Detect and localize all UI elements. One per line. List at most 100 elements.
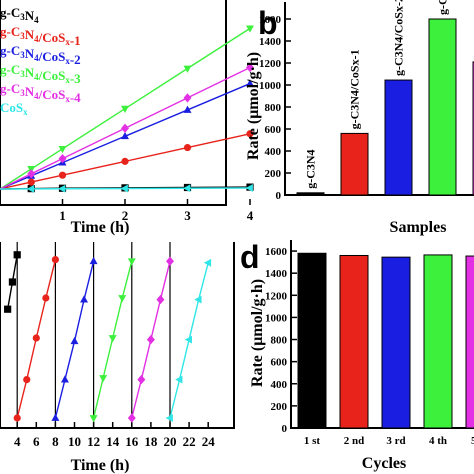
panel-c-data-point	[166, 256, 174, 266]
panel-c-axes	[0, 242, 235, 429]
panel-c-data-point	[99, 375, 108, 383]
panel-a-legend: g-C3N4g-C3N4/CoSx-1g-C3N4/CoSx-2g-C3N4/C…	[0, 5, 81, 117]
panel-d-bar	[339, 254, 369, 429]
panel-c-line-chart: 4 6 8 10 12 14 16 18 20 22 24 Time (h)	[0, 242, 235, 474]
panel-d-y-tick-label: 400	[271, 379, 288, 391]
panel-a-data-point	[58, 153, 67, 164]
panel-a-legend-text-part: -4	[70, 90, 81, 105]
panel-a-legend-text-part: CoS	[0, 100, 23, 115]
panel-a-legend-text-part: x	[65, 75, 70, 85]
panel-a-legend-text-part: 4	[34, 91, 39, 101]
panel-a-legend-text-part: g-C	[0, 43, 20, 58]
panel-b-bar-label: g-C3N4/CoSx-2	[392, 0, 406, 76]
panel-a-legend-text-part: N	[25, 84, 35, 99]
panel-d-y-axis-label: Rate (μmol/g·h)	[249, 279, 266, 387]
panel-d-x-tick-label: 4 th	[429, 435, 447, 447]
panel-b-bar-label: g-C3N4	[304, 149, 318, 188]
panel-a-legend-text-part: 3	[20, 12, 25, 22]
panel-a-legend-text-part: -1	[70, 33, 81, 48]
panel-b-y-tick-label: 1600	[259, 14, 282, 26]
panel-c-x-tick-label: 20	[164, 434, 177, 449]
panel-a-x-ticks: 1 2 3 4	[59, 199, 254, 223]
panel-a-x-tick-label: 1	[59, 208, 66, 223]
panel-a-series-line	[0, 27, 251, 190]
panel-d-bar-chart: d 0 200 400 600 800 1000 1200 1400 1600 1 st 2 nd…	[240, 239, 474, 472]
panel-a-data-point	[246, 25, 254, 33]
panel-a-legend-text-part: g-C	[0, 24, 20, 39]
panel-a-legend-text-part: N	[25, 65, 35, 80]
panel-a-legend-entry: g-C3N4/CoSx-3	[0, 62, 81, 86]
panel-c-data-point	[127, 413, 136, 423]
panel-a-legend-text-part: N	[25, 27, 35, 42]
panel-a-series-line	[0, 82, 251, 190]
panel-c-data-point	[4, 305, 12, 313]
panel-d-title: d	[240, 239, 260, 275]
panel-c-data-point	[165, 414, 173, 422]
panel-c-data-point	[127, 258, 136, 266]
panel-b-bar	[296, 192, 325, 196]
panel-d-x-tick-label: 5 th	[471, 435, 474, 447]
panel-a-legend-text-part: 4	[34, 72, 39, 82]
panel-c-data-point	[175, 375, 183, 384]
panel-b-bars	[296, 18, 474, 196]
panel-a-data-point	[27, 178, 35, 186]
panel-a-legend-text-part: x	[65, 37, 70, 47]
panel-c-data-point	[89, 256, 98, 265]
panel-d-bar	[297, 252, 327, 429]
panel-b-y-axis-label: Rate (μmol/g·h)	[245, 52, 262, 160]
panel-c-data-point	[194, 295, 202, 304]
panel-d-x-tick-label: 2 nd	[344, 435, 365, 447]
panel-d-y-ticks: 0 200 400 600 800 1000 1200 1400 1600	[265, 246, 297, 435]
panel-c-data-point	[8, 278, 17, 286]
panel-d-y-tick-label: 200	[271, 401, 288, 413]
panel-a-legend-text-part: 3	[20, 31, 25, 41]
panel-d-y-tick-label: 0	[282, 423, 288, 435]
panel-a-data-point	[183, 184, 191, 193]
panel-a-data-point	[121, 123, 129, 133]
panel-d-y-tick-label: 600	[271, 357, 288, 369]
panel-b-y-tick-label: 1000	[259, 80, 282, 92]
panel-c-series	[4, 251, 212, 423]
panel-a-legend-text-part: 3	[20, 88, 25, 98]
panel-c-data-point	[156, 294, 165, 305]
panel-c-data-point	[60, 375, 69, 383]
panel-a-legend-text-part: g-C	[0, 5, 20, 20]
panel-a-data-point	[121, 157, 129, 165]
panel-a-data-point	[246, 130, 254, 138]
panel-c-x-tick-label: 4	[14, 434, 21, 449]
panel-c-data-point	[51, 413, 60, 421]
panel-d-y-tick-label: 800	[271, 335, 288, 347]
panel-c-x-tick-label: 6	[33, 434, 40, 449]
panel-a-legend-text-part: x	[23, 107, 28, 117]
panel-d-bar	[465, 255, 474, 429]
panel-a-x-axis-label: Time (h)	[71, 219, 130, 236]
panel-a-legend-text-part: x	[65, 94, 70, 104]
panel-a-axes	[0, 0, 227, 206]
panel-a-data-point	[245, 184, 253, 192]
panel-b-bar	[384, 79, 413, 196]
panel-d-y-tick-label: 1200	[265, 290, 288, 302]
panel-b-bar	[428, 18, 457, 196]
panel-c-data-point	[13, 251, 21, 259]
panel-a-legend-text-part: -2	[70, 52, 81, 67]
panel-b-x-axis-label: Samples	[390, 219, 447, 236]
panel-a-legend-text-part: g-C	[0, 81, 20, 96]
panel-a-data-point	[58, 171, 67, 179]
panel-d-bars	[297, 252, 474, 429]
panel-c-x-tick-label: 8	[52, 434, 59, 449]
panel-a-data-point	[26, 184, 35, 193]
panel-a-data-point	[183, 143, 192, 152]
panel-c-data-point	[80, 295, 89, 303]
panel-a-series-line	[0, 133, 251, 190]
panel-b-y-tick-label: 1400	[259, 36, 282, 48]
panel-b-y-tick-label: 400	[265, 146, 282, 158]
panel-d-x-axis-label: Cycles	[362, 455, 406, 472]
panel-a-series	[0, 25, 254, 193]
panel-a-legend-text-part: 4	[34, 53, 39, 63]
panel-c-x-tick-label: 10	[68, 434, 81, 449]
panel-a-data-point	[183, 105, 192, 113]
panel-c-x-tick-label: 14	[106, 434, 120, 449]
panel-a-legend-text-part: 3	[20, 69, 25, 79]
panel-c-x-tick-label: 16	[125, 434, 139, 449]
